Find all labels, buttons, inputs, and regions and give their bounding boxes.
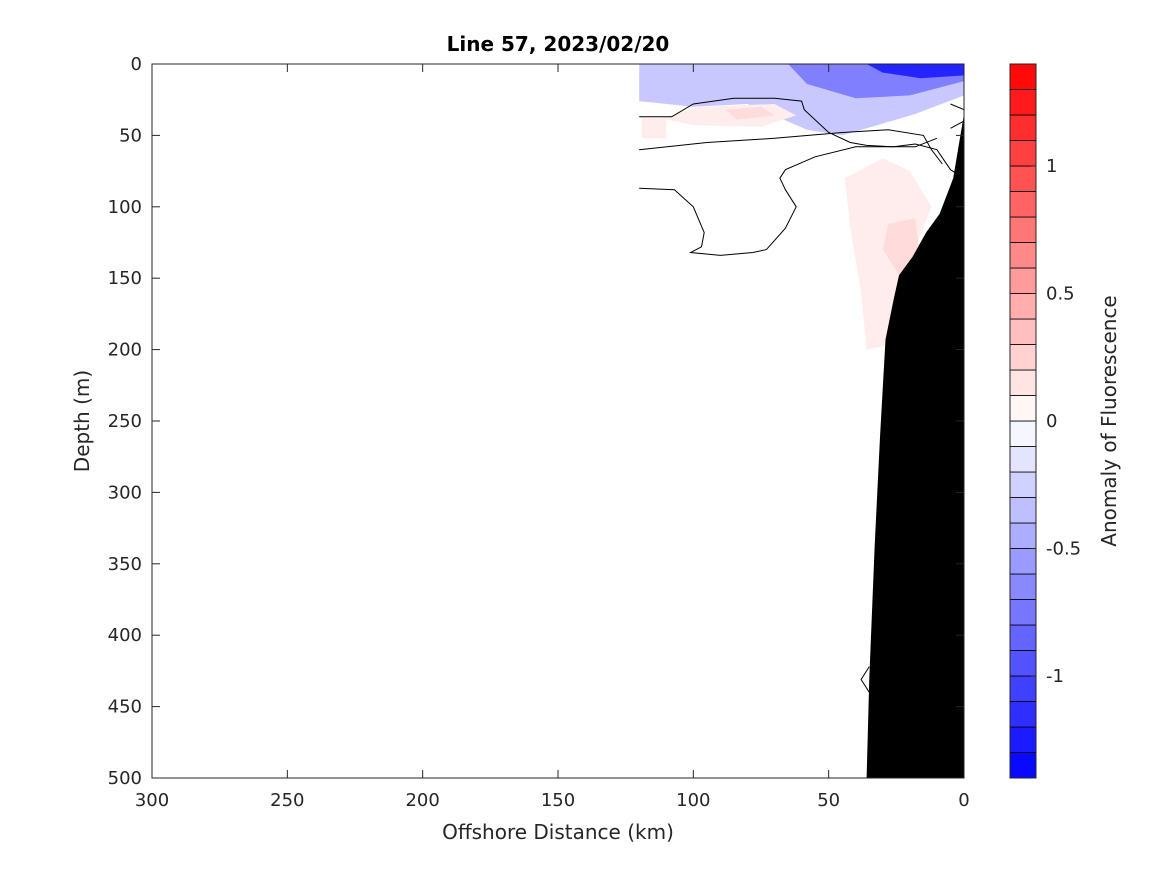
y-tick-label: 450 [108, 697, 142, 718]
colorbar-label: Anomaly of Fluorescence [1097, 295, 1121, 546]
colorbar-segment [1009, 140, 1037, 167]
colorbar-tick-label: -1 [1046, 666, 1064, 687]
plot-area: 300 250 200 150 100 50 0 050100150200250300350… [108, 54, 970, 811]
colorbar-segment [1009, 216, 1037, 243]
y-tick-label: 400 [108, 625, 142, 646]
y-axis: 0 50 100 150 200 250 300 350 400 450 500 [108, 54, 964, 789]
x-tick-label: 0 [958, 790, 969, 811]
colorbar-segment [1009, 267, 1037, 294]
x-tick-label: 200 [405, 790, 439, 811]
colorbar: -1 -0.5 0 0.5 1 [1009, 63, 1081, 779]
colorbar-segment [1009, 318, 1037, 345]
colorbar-segment [1009, 63, 1037, 90]
y-tick-label: 300 [108, 482, 142, 503]
plot-background [152, 64, 964, 778]
zero-contours [639, 97, 964, 693]
y-tick-label: 250 [108, 411, 142, 432]
colorbar-segment [1009, 573, 1037, 600]
colorbar-segment [1009, 726, 1037, 753]
x-axis: 300 250 200 150 100 50 0 [135, 64, 970, 811]
y-tick-label: 500 [108, 768, 142, 789]
colorbar-tick-label: 0.5 [1046, 284, 1075, 305]
chart-title: Line 57, 2023/02/20 [447, 32, 670, 56]
zero-contour-2 [639, 137, 938, 256]
colorbar-segment [1009, 395, 1037, 422]
seafloor [866, 114, 964, 778]
x-tick-label: 250 [270, 790, 304, 811]
colorbar-segment [1009, 497, 1037, 524]
colorbar-segment [1009, 89, 1037, 116]
x-tick-label: 100 [676, 790, 710, 811]
y-axis-label: Depth (m) [70, 370, 94, 472]
anomaly-region-7 [641, 118, 667, 139]
colorbar-segment [1009, 114, 1037, 141]
x-tick-label: 50 [817, 790, 840, 811]
colorbar-segment [1009, 675, 1037, 702]
x-axis-label: Offshore Distance (km) [442, 820, 674, 844]
y-tick-label: 0 [131, 54, 142, 75]
colorbar-segment [1009, 293, 1037, 320]
zero-contour-3 [950, 103, 964, 129]
bathymetry [866, 114, 964, 778]
y-tick-label: 350 [108, 554, 142, 575]
x-tick-label: 150 [541, 790, 575, 811]
colorbar-segment [1009, 752, 1037, 779]
colorbar-segment [1009, 165, 1037, 192]
colorbar-segment [1009, 344, 1037, 371]
colorbar-segment [1009, 599, 1037, 626]
colorbar-segment [1009, 701, 1037, 728]
colorbar-segment [1009, 242, 1037, 269]
colorbar-tick-label: 0 [1046, 411, 1057, 432]
colorbar-segment [1009, 650, 1037, 677]
y-tick-label: 200 [108, 340, 142, 361]
colorbar-segment [1009, 191, 1037, 218]
anomaly-region-2 [866, 64, 964, 79]
zero-contour-4 [860, 666, 870, 693]
colorbar-segment [1009, 624, 1037, 651]
y-tick-label: 50 [119, 125, 142, 146]
colorbar-segment [1009, 369, 1037, 396]
y-tick-label: 150 [108, 268, 142, 289]
colorbar-segment [1009, 522, 1037, 549]
y-tick-label: 100 [108, 197, 142, 218]
colorbar-segment [1009, 471, 1037, 498]
colorbar-segment [1009, 446, 1037, 473]
colorbar-tick-label: -0.5 [1046, 539, 1081, 560]
colorbar-segment [1009, 548, 1037, 575]
colorbar-segment [1009, 420, 1037, 447]
zero-contour-0 [639, 97, 964, 179]
zero-contour-1 [639, 129, 943, 165]
anomaly-region-4 [725, 106, 775, 120]
colorbar-tick-label: 1 [1046, 156, 1057, 177]
x-tick-label: 300 [135, 790, 169, 811]
